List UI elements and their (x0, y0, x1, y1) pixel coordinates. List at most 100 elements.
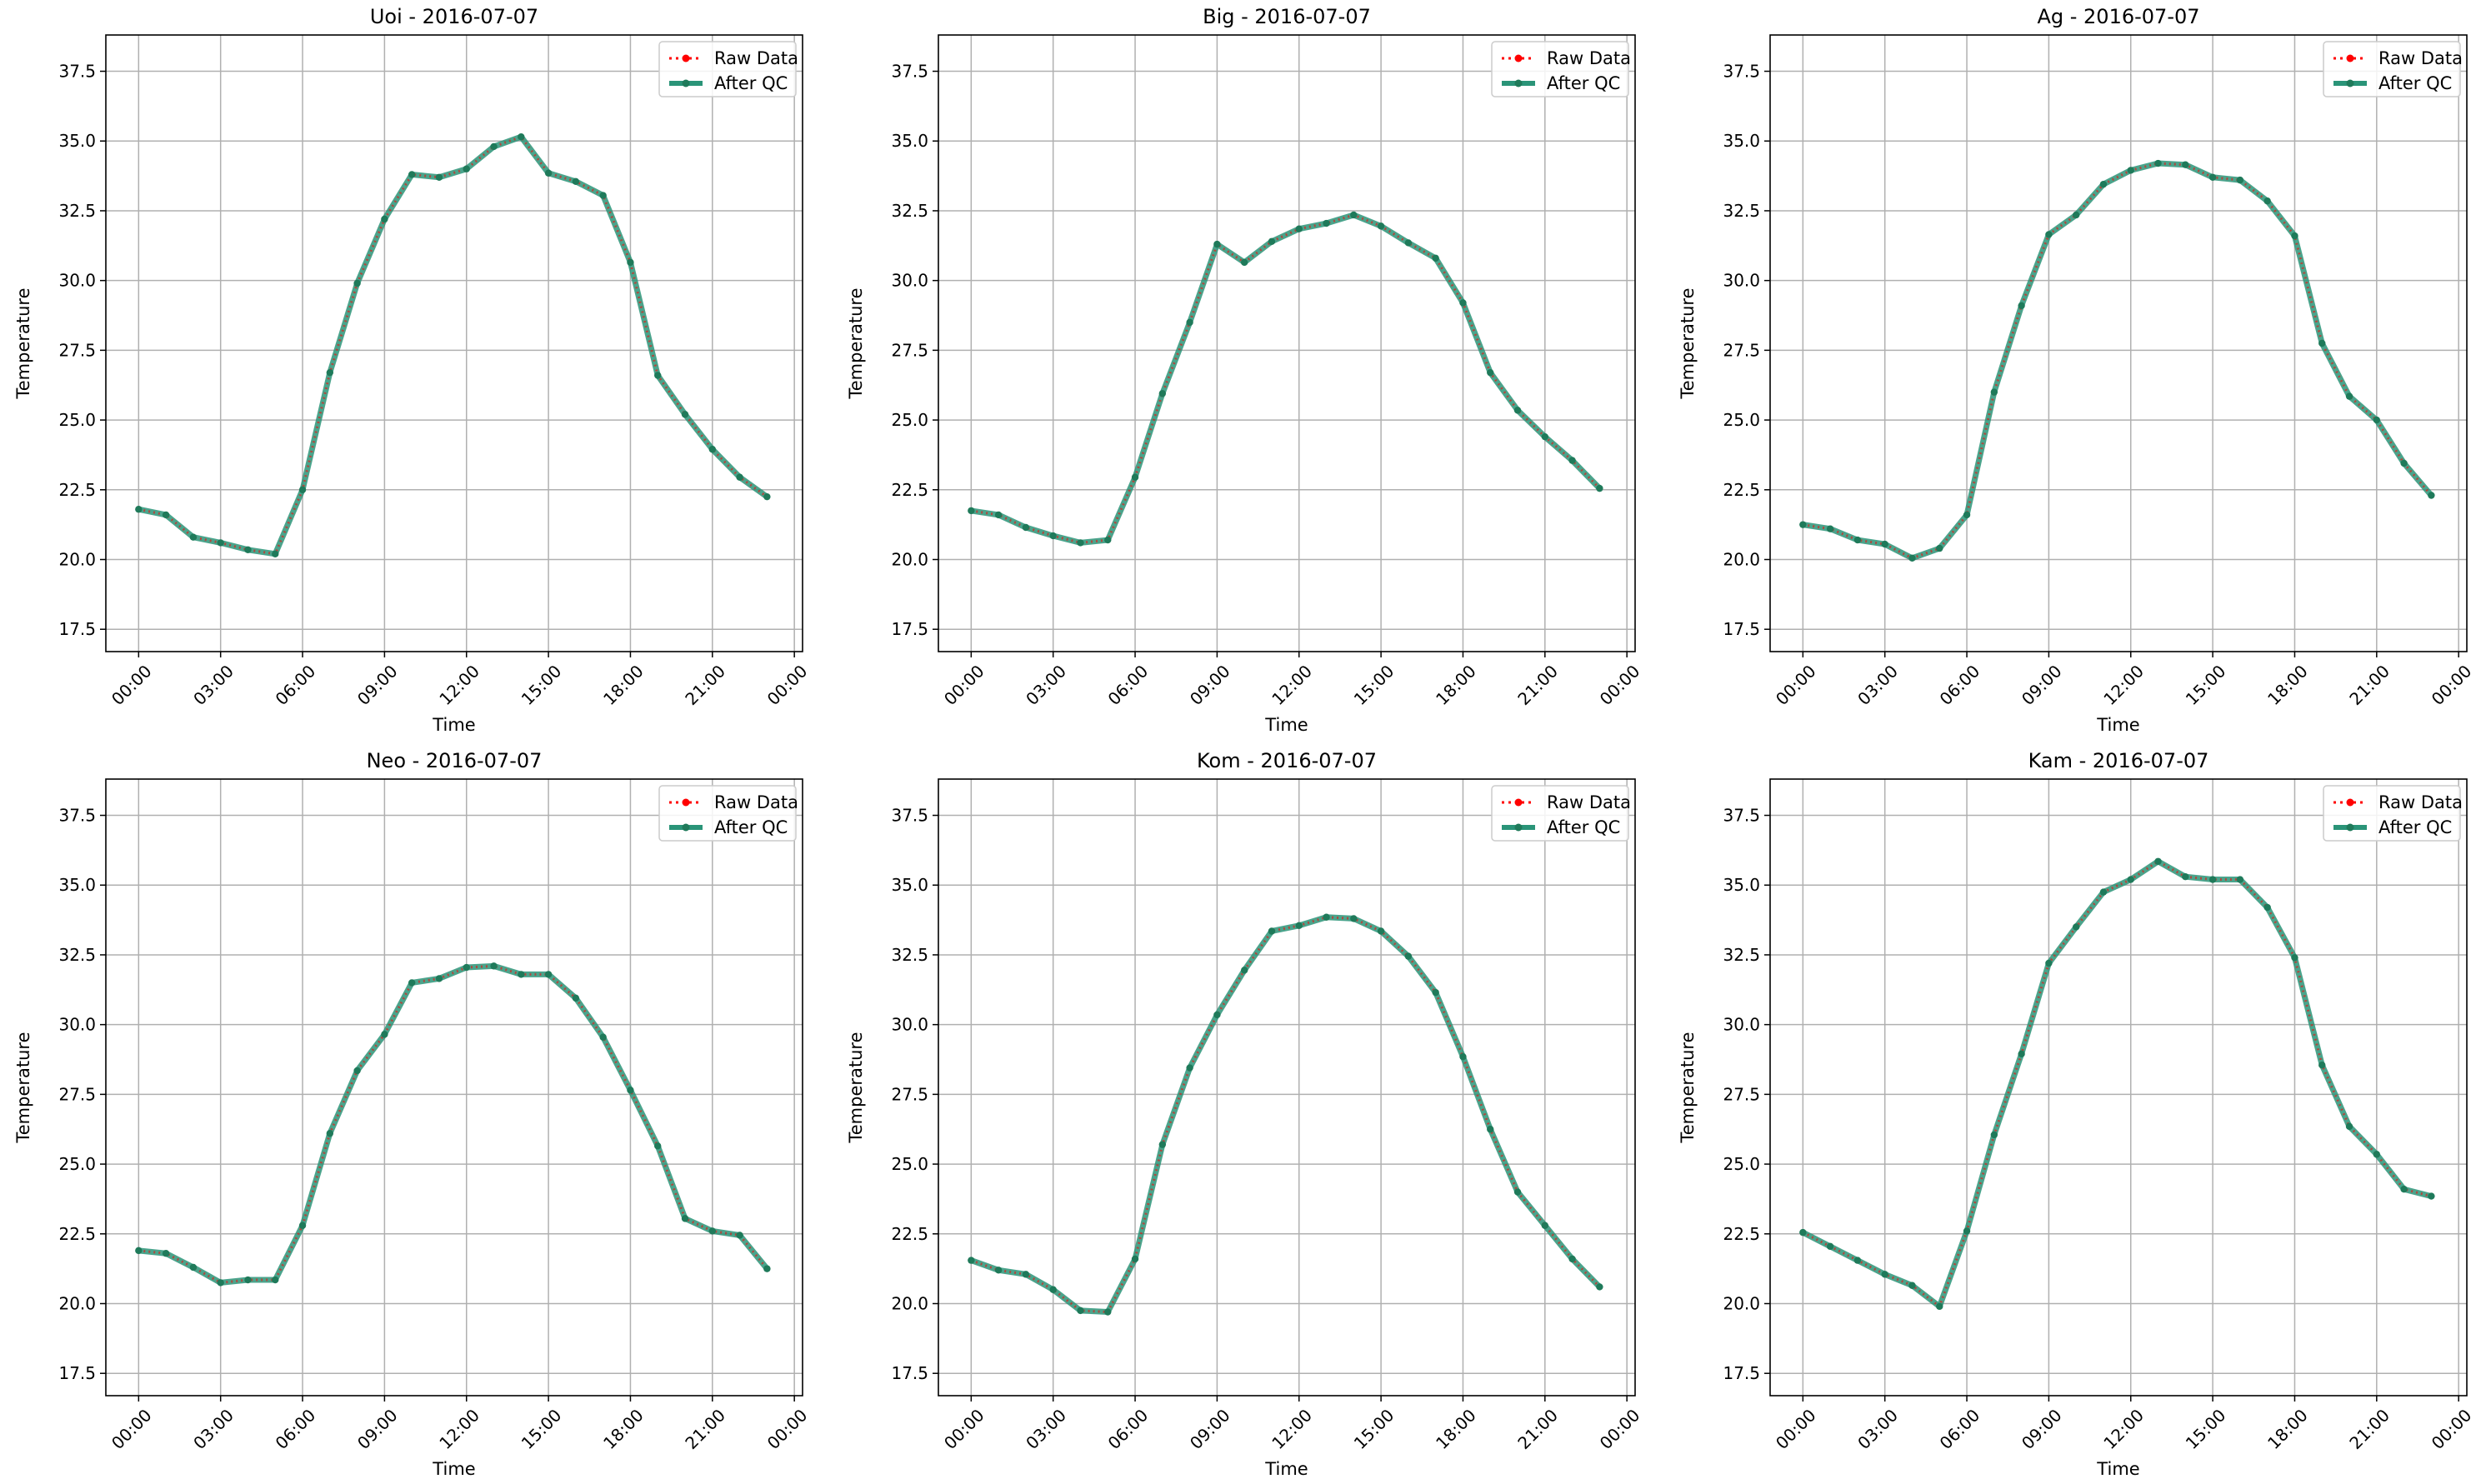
y-tick-label: 32.5 (58, 201, 96, 221)
y-tick-label: 17.5 (1723, 1363, 1760, 1383)
x-tick-label: 00:00 (1772, 661, 1820, 709)
data-point (1881, 1271, 1888, 1278)
x-tick-label: 00:00 (763, 1405, 812, 1453)
x-axis-label: Time (432, 715, 475, 735)
data-point (1049, 532, 1057, 540)
x-tick-label: 12:00 (435, 661, 483, 709)
x-tick-label: 18:00 (1432, 1405, 1480, 1453)
y-tick-label: 32.5 (58, 945, 96, 965)
x-axis-label: Time (1264, 1459, 1308, 1479)
series-line-after-qc (968, 212, 1603, 546)
x-tick-label: 18:00 (2263, 661, 2312, 709)
x-axis-label: Time (1264, 715, 1308, 735)
data-point (1459, 1052, 1467, 1061)
data-point (2400, 1186, 2408, 1193)
x-tick-label: 00:00 (940, 1405, 988, 1453)
data-point (1186, 318, 1193, 327)
series-line-after-qc (968, 914, 1603, 1316)
data-point (681, 1215, 689, 1222)
data-point (1104, 536, 1112, 544)
chart-panel: 00:00 03:00 06:00 09:00 12:00 15:00 18:00 21:00… (1678, 749, 2475, 1479)
y-tick-label: 30.0 (1723, 271, 1760, 291)
data-point (1990, 388, 1998, 396)
y-tick-label: 17.5 (891, 619, 928, 639)
data-point (1295, 922, 1303, 929)
data-point (1990, 1131, 1998, 1139)
data-point (708, 446, 717, 453)
x-tick-label: 15:00 (2182, 1405, 2230, 1453)
series-line-raw-data (1803, 162, 2433, 560)
legend-marker-after-qc (2346, 79, 2354, 87)
data-point (627, 258, 634, 267)
data-point (1799, 1228, 1807, 1237)
data-point (1487, 1126, 1494, 1133)
data-point (654, 372, 662, 379)
y-tick-label: 22.5 (58, 1224, 96, 1244)
data-point (1936, 1302, 1943, 1311)
y-axis-label: Temperature (1678, 287, 1698, 399)
axes-frame (105, 778, 803, 1397)
data-point (1853, 1257, 1862, 1264)
x-tick-label: 09:00 (353, 1405, 402, 1453)
axes-frame (1769, 34, 2468, 652)
x-tick-label: 18:00 (599, 661, 648, 709)
x-tick-label: 03:00 (1853, 661, 1902, 709)
x-tick-label: 12:00 (2099, 661, 2148, 709)
data-point (381, 1031, 388, 1038)
data-point (244, 546, 252, 553)
legend-label-raw-data: Raw Data (2378, 48, 2463, 68)
data-point (353, 279, 361, 287)
y-tick-label: 20.0 (1723, 550, 1760, 570)
legend-marker-after-qc (1514, 823, 1523, 832)
data-point (1377, 927, 1385, 935)
x-axis-label: Time (2096, 715, 2139, 735)
data-point (2208, 173, 2217, 181)
data-point (1596, 484, 1603, 492)
series-line-raw-data (970, 916, 1601, 1314)
x-tick-label: 00:00 (1596, 1405, 1644, 1453)
y-tick-label: 20.0 (58, 1294, 96, 1314)
x-tick-label: 21:00 (2345, 661, 2393, 709)
series-line-raw-data (971, 213, 1601, 544)
y-tick-label: 32.5 (891, 201, 928, 221)
y-axis-label: Temperature (846, 287, 866, 399)
legend-label-raw-data: Raw Data (2378, 792, 2463, 812)
data-point (1022, 1271, 1030, 1278)
data-point (2018, 1050, 2025, 1058)
x-tick-label: 00:00 (2428, 661, 2476, 709)
legend-label-after-qc: After QC (714, 73, 788, 93)
data-point (1487, 368, 1494, 377)
y-tick-label: 25.0 (58, 1154, 96, 1174)
data-point (2345, 392, 2353, 400)
data-point (763, 492, 771, 501)
y-tick-label: 37.5 (58, 806, 96, 826)
y-tick-label: 30.0 (58, 271, 96, 291)
data-point (1596, 1283, 1603, 1291)
data-point (2154, 857, 2162, 865)
y-tick-label: 35.0 (1723, 875, 1760, 895)
y-tick-label: 35.0 (58, 131, 96, 151)
x-tick-label: 15:00 (518, 661, 566, 709)
x-tick-label: 06:00 (1104, 1405, 1153, 1453)
series-line-raw-data (138, 135, 768, 556)
x-tick-label: 12:00 (435, 1405, 483, 1453)
x-tick-label: 00:00 (940, 661, 988, 709)
y-tick-label: 32.5 (891, 945, 928, 965)
x-tick-label: 06:00 (272, 1405, 320, 1453)
data-point (1240, 967, 1248, 974)
y-tick-label: 27.5 (1723, 340, 1760, 360)
y-axis-label: Temperature (1678, 1032, 1698, 1143)
x-tick-label: 09:00 (353, 661, 402, 709)
data-point (2127, 876, 2134, 883)
data-point (1295, 225, 1303, 232)
y-tick-label: 32.5 (1723, 201, 1760, 221)
data-point (572, 177, 580, 185)
data-point (217, 539, 224, 547)
data-point (2208, 876, 2217, 883)
data-point (708, 1227, 717, 1235)
data-point (1513, 1188, 1522, 1196)
data-point (599, 192, 607, 199)
data-point (435, 975, 443, 982)
y-tick-label: 37.5 (1723, 806, 1760, 826)
legend-label-after-qc: After QC (2378, 73, 2452, 93)
